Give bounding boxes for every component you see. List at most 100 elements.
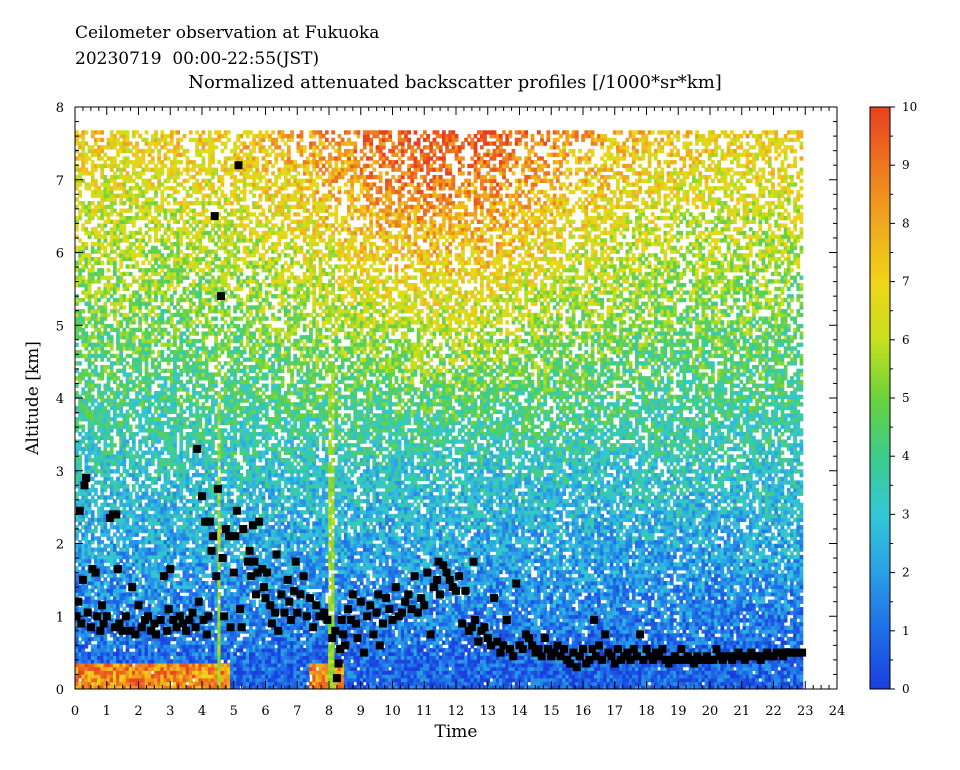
- heatmap-cell: [183, 421, 187, 425]
- heatmap-cell: [189, 406, 193, 410]
- heatmap-cell: [110, 369, 114, 373]
- heatmap-cell: [192, 495, 196, 499]
- heatmap-cell: [179, 499, 183, 503]
- heatmap-cell: [145, 190, 149, 194]
- heatmap-cell: [75, 428, 79, 432]
- heatmap-cell: [135, 492, 139, 496]
- heatmap-cell: [145, 525, 149, 529]
- heatmap-cell: [179, 428, 183, 432]
- heatmap-cell: [116, 540, 120, 544]
- heatmap-cell: [132, 179, 136, 183]
- heatmap-cell: [202, 205, 206, 209]
- heatmap-cell: [183, 186, 187, 190]
- heatmap-cell: [176, 141, 180, 145]
- heatmap-cell: [151, 331, 155, 335]
- heatmap-cell: [145, 305, 149, 309]
- heatmap-cell: [110, 168, 114, 172]
- heatmap-cell: [195, 253, 199, 257]
- heatmap-cell: [110, 536, 114, 540]
- heatmap-cell: [94, 488, 98, 492]
- heatmap-cell: [129, 149, 133, 153]
- heatmap-cell: [103, 439, 107, 443]
- heatmap-cell: [154, 201, 158, 205]
- heatmap-cell: [205, 361, 209, 365]
- heatmap-cell: [116, 376, 120, 380]
- heatmap-cell: [198, 484, 202, 488]
- heatmap-cell: [214, 588, 218, 592]
- heatmap-cell: [173, 499, 177, 503]
- heatmap-cell: [214, 365, 218, 369]
- heatmap-cell: [113, 290, 117, 294]
- heatmap-cell: [164, 466, 168, 470]
- heatmap-cell: [157, 365, 161, 369]
- heatmap-cell: [94, 294, 98, 298]
- heatmap-cell: [202, 156, 206, 160]
- heatmap-cell: [198, 294, 202, 298]
- heatmap-cell: [122, 365, 126, 369]
- heatmap-cell: [217, 406, 221, 410]
- heatmap-cell: [151, 324, 155, 328]
- heatmap-cell: [179, 413, 183, 417]
- heatmap-cell: [186, 361, 190, 365]
- heatmap-cell: [186, 287, 190, 291]
- heatmap-cell: [145, 242, 149, 246]
- heatmap-cell: [145, 130, 149, 134]
- heatmap-cell: [116, 153, 120, 157]
- heatmap-cell: [129, 209, 133, 213]
- heatmap-cell: [157, 249, 161, 253]
- heatmap-cell: [179, 488, 183, 492]
- heatmap-cell: [157, 533, 161, 537]
- heatmap-cell: [151, 380, 155, 384]
- heatmap-cell: [195, 503, 199, 507]
- heatmap-cell: [129, 372, 133, 376]
- heatmap-cell: [97, 238, 101, 242]
- heatmap-cell: [135, 618, 139, 622]
- heatmap-cell: [135, 182, 139, 186]
- heatmap-cell: [214, 231, 218, 235]
- heatmap-cell: [97, 287, 101, 291]
- heatmap-cell: [186, 149, 190, 153]
- heatmap-cell: [198, 171, 202, 175]
- heatmap-cell: [91, 395, 95, 399]
- heatmap-cell: [195, 454, 199, 458]
- heatmap-cell: [154, 298, 158, 302]
- heatmap-cell: [189, 223, 193, 227]
- heatmap-cell: [107, 290, 111, 294]
- heatmap-cell: [100, 335, 104, 339]
- heatmap-cell: [148, 294, 152, 298]
- heatmap-cell: [129, 428, 133, 432]
- heatmap-cell: [141, 454, 145, 458]
- heatmap-cell: [154, 488, 158, 492]
- heatmap-cell: [94, 182, 98, 186]
- heatmap-cell: [176, 574, 180, 578]
- heatmap-cell: [132, 458, 136, 462]
- heatmap-cell: [122, 305, 126, 309]
- heatmap-cell: [186, 372, 190, 376]
- heatmap-cell: [202, 160, 206, 164]
- heatmap-cell: [138, 134, 142, 138]
- heatmap-cell: [119, 428, 123, 432]
- heatmap-cell: [183, 544, 187, 548]
- heatmap-cell: [211, 227, 215, 231]
- heatmap-cell: [116, 469, 120, 473]
- heatmap-cell: [148, 235, 152, 239]
- heatmap-cell: [119, 581, 123, 585]
- heatmap-cell: [119, 473, 123, 477]
- heatmap-cell: [113, 633, 117, 637]
- heatmap-cell: [189, 380, 193, 384]
- heatmap-cell: [167, 257, 171, 261]
- heatmap-cell: [157, 339, 161, 343]
- heatmap-cell: [186, 540, 190, 544]
- heatmap-cell: [138, 369, 142, 373]
- heatmap-cell: [107, 279, 111, 283]
- heatmap-cell: [88, 357, 92, 361]
- heatmap-cell: [176, 309, 180, 313]
- heatmap-cell: [75, 186, 79, 190]
- heatmap-cell: [145, 492, 149, 496]
- heatmap-cell: [183, 357, 187, 361]
- heatmap-cell: [205, 246, 209, 250]
- heatmap-cell: [84, 324, 88, 328]
- heatmap-cell: [173, 555, 177, 559]
- heatmap-cell: [208, 253, 212, 257]
- heatmap-cell: [132, 309, 136, 313]
